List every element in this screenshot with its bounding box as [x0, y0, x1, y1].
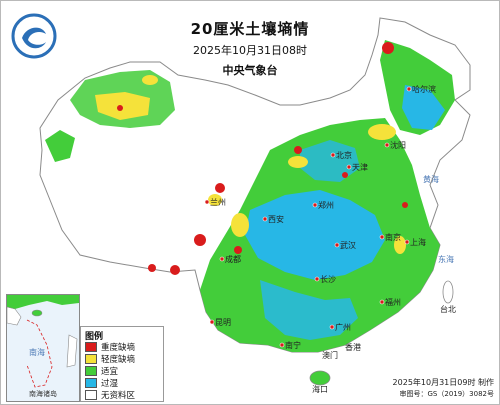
taiwan-island — [442, 280, 454, 304]
light-deficit-patch — [231, 213, 249, 237]
severe-deficit-spot — [342, 172, 348, 178]
map-legend: 图例 重度缺墒 轻度缺墒 适宜 过湿 无资料区 — [80, 326, 164, 402]
city-label: 澳门 — [322, 350, 338, 360]
city-label: 台北 — [440, 304, 456, 314]
legend-swatch — [85, 390, 97, 400]
city-label: 武汉 — [340, 240, 356, 250]
sea-label: 黄海 — [423, 174, 439, 184]
overwet-zone-center — [245, 190, 385, 280]
map-datetime: 2025年10月31日08时 — [193, 44, 307, 57]
city-dots — [204, 86, 412, 348]
city-label: 福州 — [385, 298, 401, 307]
light-deficit-patch — [288, 156, 308, 168]
production-note: 2025年10月31日09时 制作 — [392, 378, 494, 387]
severe-deficit-spot — [294, 146, 302, 154]
city-label: 香港 — [345, 342, 361, 352]
south-china-sea-inset: 南海 南海诸岛 — [6, 294, 80, 402]
cma-logo-icon — [11, 13, 57, 59]
overwet-zone-south — [260, 280, 358, 340]
severe-deficit-spot — [234, 246, 242, 254]
severe-deficit-spot — [170, 265, 180, 275]
severe-deficit-spot — [117, 105, 123, 111]
severe-deficit-spot — [194, 234, 206, 246]
city-label: 北京 — [336, 150, 352, 160]
legend-item-no-data: 无资料区 — [85, 389, 135, 401]
light-deficit-patch — [368, 124, 396, 140]
map-title: 20厘米土壤墒情 — [190, 20, 310, 38]
inset-sea-label: 南海 — [29, 347, 45, 357]
light-deficit-patch — [394, 236, 406, 254]
city-label: 天津 — [352, 162, 368, 172]
light-deficit-northwest — [95, 92, 150, 120]
city-label: 南京 — [385, 232, 401, 242]
legend-swatch — [85, 354, 97, 364]
overwet-zone-northeast — [402, 85, 445, 130]
severe-deficit-spot — [382, 42, 394, 54]
city-label: 长沙 — [320, 274, 336, 284]
city-label: 广州 — [335, 322, 351, 332]
map-agency: 中央气象台 — [222, 64, 278, 77]
sea-label: 东海 — [438, 254, 454, 264]
city-label: 郑州 — [318, 200, 334, 210]
severe-deficit-spot — [215, 183, 225, 193]
legend-swatch — [85, 366, 97, 376]
light-deficit-patch — [208, 194, 222, 206]
overwet-zone-north — [300, 140, 360, 182]
legend-item-light-deficit: 轻度缺墒 — [85, 353, 135, 365]
severe-deficit-spot — [148, 264, 156, 272]
light-deficit-patch — [142, 75, 158, 85]
legend-title: 图例 — [85, 332, 104, 342]
city-label: 沈阳 — [390, 140, 406, 150]
city-label: 成都 — [225, 254, 241, 264]
legend-swatch — [85, 378, 97, 388]
legend-item-suitable: 适宜 — [85, 365, 118, 377]
hainan-island — [309, 370, 331, 386]
approval-number: 审图号：GS（2019）3082号 — [399, 390, 495, 398]
city-label: 西安 — [268, 214, 284, 224]
city-label: 南宁 — [285, 340, 301, 350]
city-label: 海口 — [312, 384, 328, 394]
city-label: 昆明 — [215, 318, 231, 327]
severe-deficit-spot — [402, 202, 408, 208]
inset-map: 南海 — [6, 295, 79, 388]
legend-item-severe-deficit: 重度缺墒 — [85, 341, 135, 353]
inset-label: 南海诸岛 — [29, 390, 57, 398]
city-label: 上海 — [410, 237, 426, 247]
legend-item-overwet: 过湿 — [85, 377, 118, 389]
city-label: 哈尔滨 — [412, 84, 436, 94]
city-label: 兰州 — [210, 197, 226, 207]
legend-swatch — [85, 342, 97, 352]
suitable-zone-west-strip — [45, 130, 75, 162]
